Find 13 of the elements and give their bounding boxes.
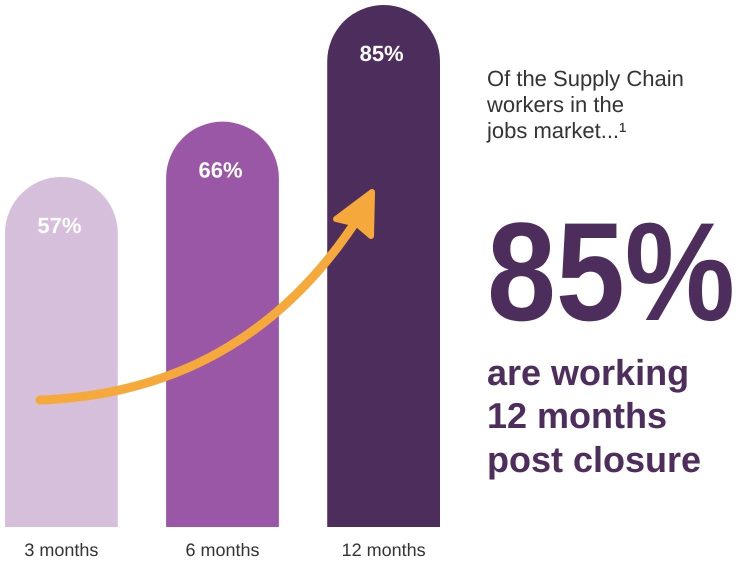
text: 12 months	[487, 395, 668, 436]
text: jobs market...¹	[486, 118, 626, 143]
x-tick-label: 3 months	[24, 540, 98, 560]
data-label: 85%	[360, 41, 404, 66]
data-label: 57%	[37, 212, 82, 238]
data-label: 66%	[198, 158, 243, 183]
text: post closure	[487, 439, 702, 480]
text: workers in the	[486, 92, 624, 117]
text: 85%	[487, 193, 754, 350]
text: Of the Supply Chain	[487, 66, 684, 91]
text: are working	[487, 352, 690, 393]
x-tick-label: 6 months	[185, 540, 260, 560]
x-tick-label: 12 months	[342, 540, 426, 560]
